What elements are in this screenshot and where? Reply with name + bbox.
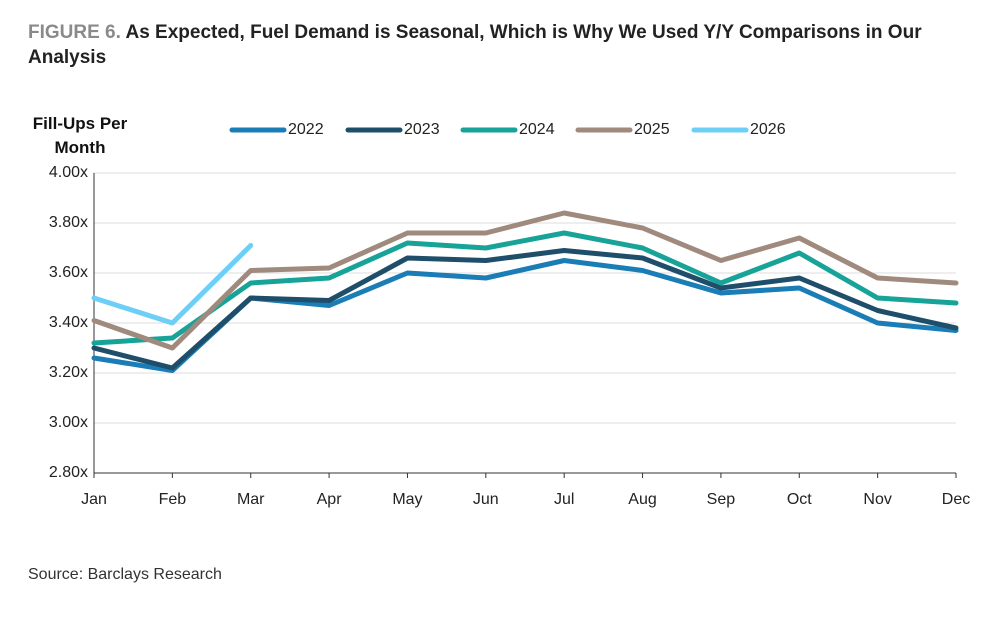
figure-label: FIGURE 6. <box>28 22 121 43</box>
series-line <box>91 210 959 351</box>
x-tick-label: Jan <box>81 491 107 508</box>
x-tick-label: May <box>392 491 422 508</box>
x-tick-label: Nov <box>863 491 891 508</box>
chart-title: As Expected, Fuel Demand is Seasonal, Wh… <box>28 22 922 68</box>
y-axis-label: Fill-Ups Per Month <box>32 114 128 157</box>
x-tick-label: Feb <box>159 491 187 508</box>
y-tick-label: 3.20x <box>49 364 88 381</box>
series-line <box>91 248 959 371</box>
x-tick-label: Sep <box>707 491 736 508</box>
legend-label: 2024 <box>519 121 555 138</box>
y-tick-label: 2.80x <box>49 464 88 481</box>
series-line <box>91 243 254 326</box>
y-tick-label: 3.80x <box>49 214 88 231</box>
x-tick-label: Apr <box>317 491 343 508</box>
y-tick-label: 3.60x <box>49 264 88 281</box>
x-tick-label: Oct <box>787 491 812 508</box>
title: FIGURE 6. As Expected, Fuel Demand is Se… <box>28 20 958 70</box>
x-tick-label: Aug <box>628 491 656 508</box>
y-tick-label: 4.00x <box>49 164 88 181</box>
y-tick-label: 3.40x <box>49 314 88 331</box>
source: Source: Barclays Research <box>28 566 222 583</box>
series-line <box>91 258 959 373</box>
x-tick-label: Jul <box>554 491 574 508</box>
x-tick-label: Jun <box>473 491 499 508</box>
legend-label: 2026 <box>750 121 786 138</box>
y-tick-label: 3.00x <box>49 414 88 431</box>
legend-label: 2023 <box>404 121 440 138</box>
x-tick-label: Mar <box>237 491 265 508</box>
series-line <box>91 230 959 346</box>
legend-label: 2025 <box>634 121 670 138</box>
x-tick-label: Dec <box>942 491 970 508</box>
legend-label: 2022 <box>288 121 324 138</box>
